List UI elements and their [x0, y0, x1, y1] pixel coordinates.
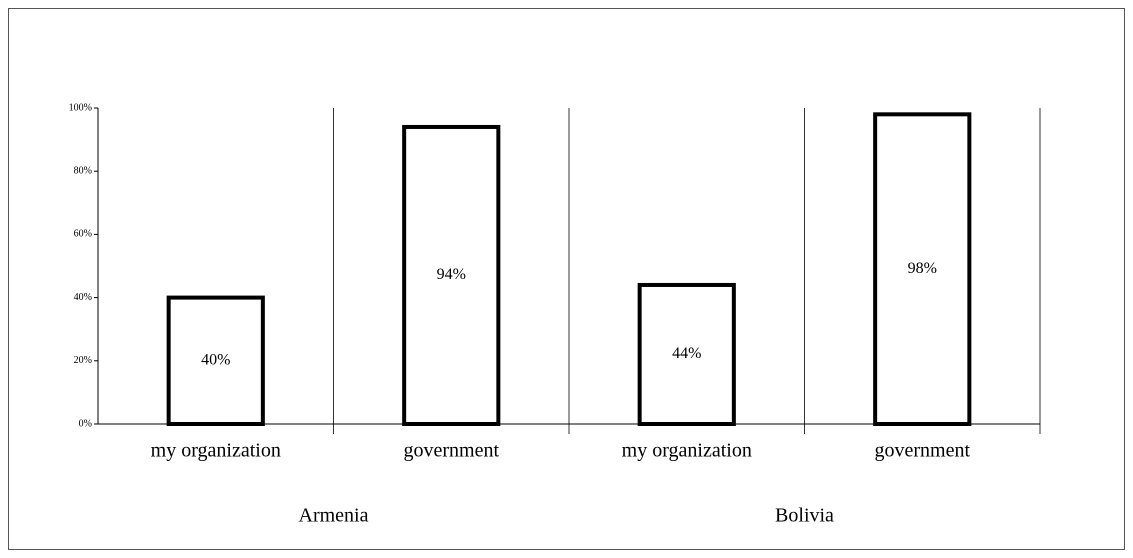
y-tick-label: 0%	[79, 418, 92, 429]
group-label: Bolivia	[775, 505, 834, 527]
value-label: 94%	[437, 266, 466, 283]
x-tick-label: my organization	[622, 440, 752, 462]
value-label: 44%	[672, 345, 701, 362]
y-tick-label: 20%	[74, 355, 92, 366]
bar	[873, 112, 972, 426]
value-label: 40%	[201, 351, 230, 368]
x-tick-label: my organization	[151, 440, 281, 462]
y-tick-label: 100%	[69, 102, 92, 113]
frame	[8, 8, 1125, 550]
bar	[637, 282, 736, 426]
x-tick-label: government	[874, 440, 970, 462]
y-tick-label: 60%	[74, 229, 92, 240]
group-label: Armenia	[299, 505, 369, 527]
bar	[402, 124, 501, 427]
y-tick-label: 40%	[74, 292, 92, 303]
value-label: 98%	[908, 260, 937, 277]
bar	[166, 295, 265, 427]
y-tick-label: 80%	[74, 165, 92, 176]
x-tick-label: government	[403, 440, 499, 462]
